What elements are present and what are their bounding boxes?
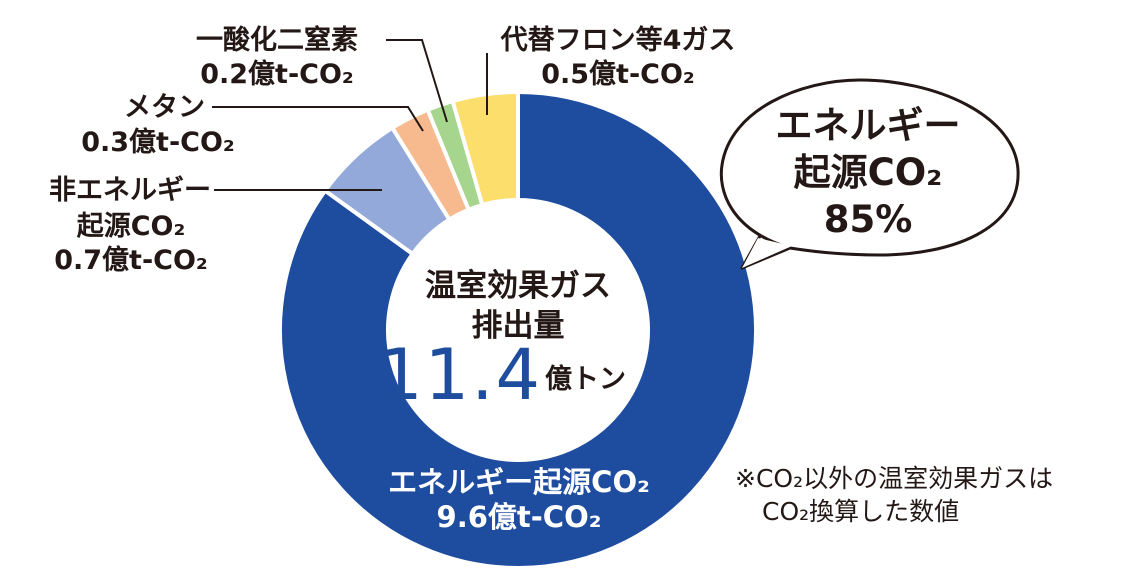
- slice-label-fluorocarbons-line-1: 代替フロン等4ガス: [500, 24, 736, 56]
- callout-line-2: 起源CO₂: [794, 151, 943, 194]
- callout-tail-fill: [742, 238, 792, 268]
- callout-line-1: エネルギー: [776, 104, 961, 147]
- slice-label-non-energy-line-2: 起源CO₂: [77, 211, 186, 242]
- center-title-line-1: 温室効果ガス: [425, 268, 611, 304]
- slice-energy-co2: [278, 89, 758, 570]
- center-total-value: 11.4: [378, 334, 542, 416]
- slice-label-energy-co2-value: 9.6億t-CO₂: [437, 500, 602, 534]
- donut-slices: [278, 89, 758, 570]
- slice-label-fluorocarbons-line-2: 0.5億t-CO₂: [541, 59, 695, 90]
- slice-label-n2o-line-1: 一酸化二窒素: [196, 24, 358, 56]
- leader-methane: [212, 106, 424, 132]
- center-total-unit: 億トン: [545, 364, 626, 395]
- slice-label-methane-line-1: メタン: [124, 92, 205, 123]
- callout-line-3: 85%: [824, 198, 913, 241]
- footnote-line-1: ※CO₂以外の温室効果ガスは: [735, 464, 1053, 493]
- footnote-line-2: CO₂換算した数値: [762, 497, 959, 526]
- slice-label-n2o-line-2: 0.2億t-CO₂: [200, 59, 354, 90]
- slice-fluorocarbons: [450, 89, 520, 208]
- center-title-line-2: 排出量: [472, 308, 565, 344]
- slice-label-energy-co2-name: エネルギー起源CO₂: [388, 465, 650, 499]
- slice-label-non-energy-line-1: 非エネルギー: [49, 175, 211, 206]
- slice-label-non-energy-line-3: 0.7億t-CO₂: [54, 245, 208, 276]
- leader-n2o: [386, 39, 448, 123]
- slice-label-methane-line-2: 0.3億t-CO₂: [81, 127, 235, 158]
